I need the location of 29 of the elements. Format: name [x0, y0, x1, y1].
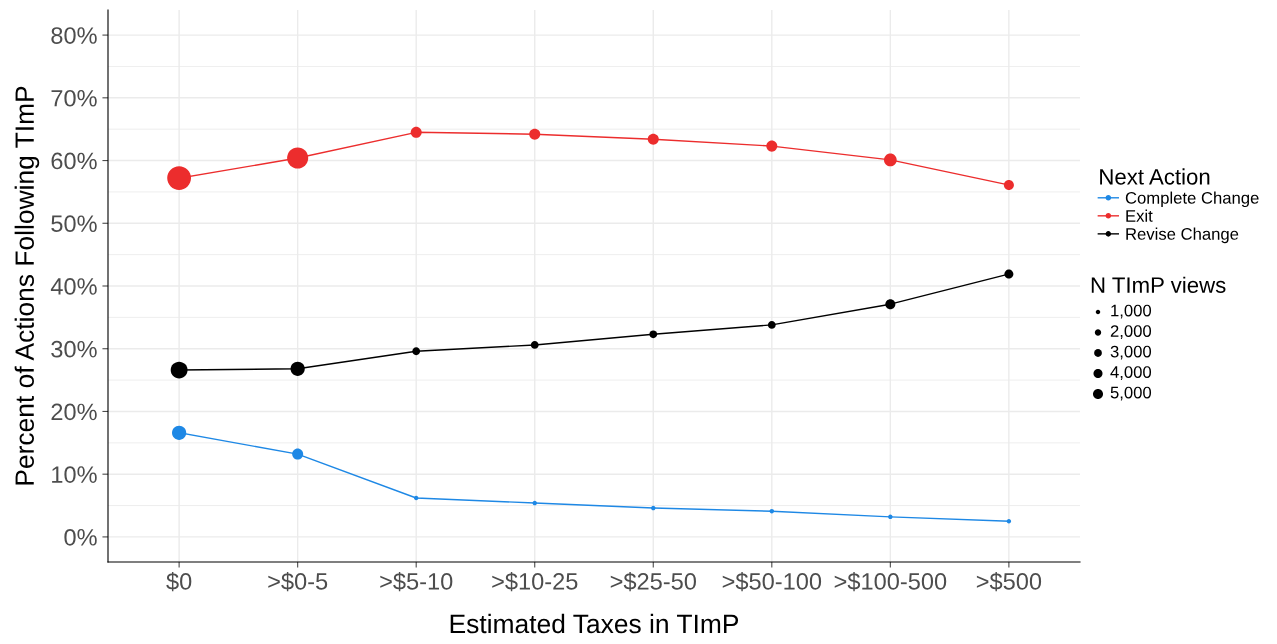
y-tick-label: 10%	[52, 466, 97, 483]
y-tick-label: 50%	[51, 215, 97, 233]
y-tick-label: 70%	[51, 89, 97, 107]
y-tick-label: 40%	[50, 278, 97, 295]
x-tick-label: >$100-500	[834, 572, 947, 592]
x-tick-label: >$5-10	[380, 572, 453, 592]
y-tick-label: 60%	[51, 152, 97, 170]
x-tick-label: >$10-25	[492, 572, 578, 592]
x-tick-label: >$50-100	[722, 572, 822, 592]
y-tick-label: 0%	[64, 528, 97, 546]
legend-label: 5,000	[1110, 386, 1152, 401]
legend-label: 1,000	[1111, 304, 1152, 319]
x-tick-label: >$25-50	[610, 572, 696, 592]
legend-label: Revise Change	[1126, 227, 1239, 244]
legend-label: 3,000	[1110, 345, 1152, 360]
legend-label: 4,000	[1110, 366, 1152, 380]
legend-title: Next Action	[1100, 168, 1210, 185]
x-tick-label: $0	[166, 572, 192, 592]
y-axis-title: Percent of Actions Following TImP	[14, 86, 40, 485]
x-tick-label: >$0-5	[268, 572, 328, 592]
legend-label: Exit	[1126, 209, 1153, 222]
legend-label: Complete Change	[1125, 191, 1259, 208]
y-tick-label: 80%	[51, 27, 97, 44]
text: N TImP views	[1091, 276, 1226, 293]
y-tick-label: 20%	[51, 403, 97, 421]
x-tick-label: >$500	[976, 572, 1042, 592]
y-tick-label: 30%	[51, 340, 97, 358]
legend-label: 2,000	[1110, 325, 1152, 339]
x-axis-title: Estimated Taxes in TImP	[450, 613, 739, 634]
